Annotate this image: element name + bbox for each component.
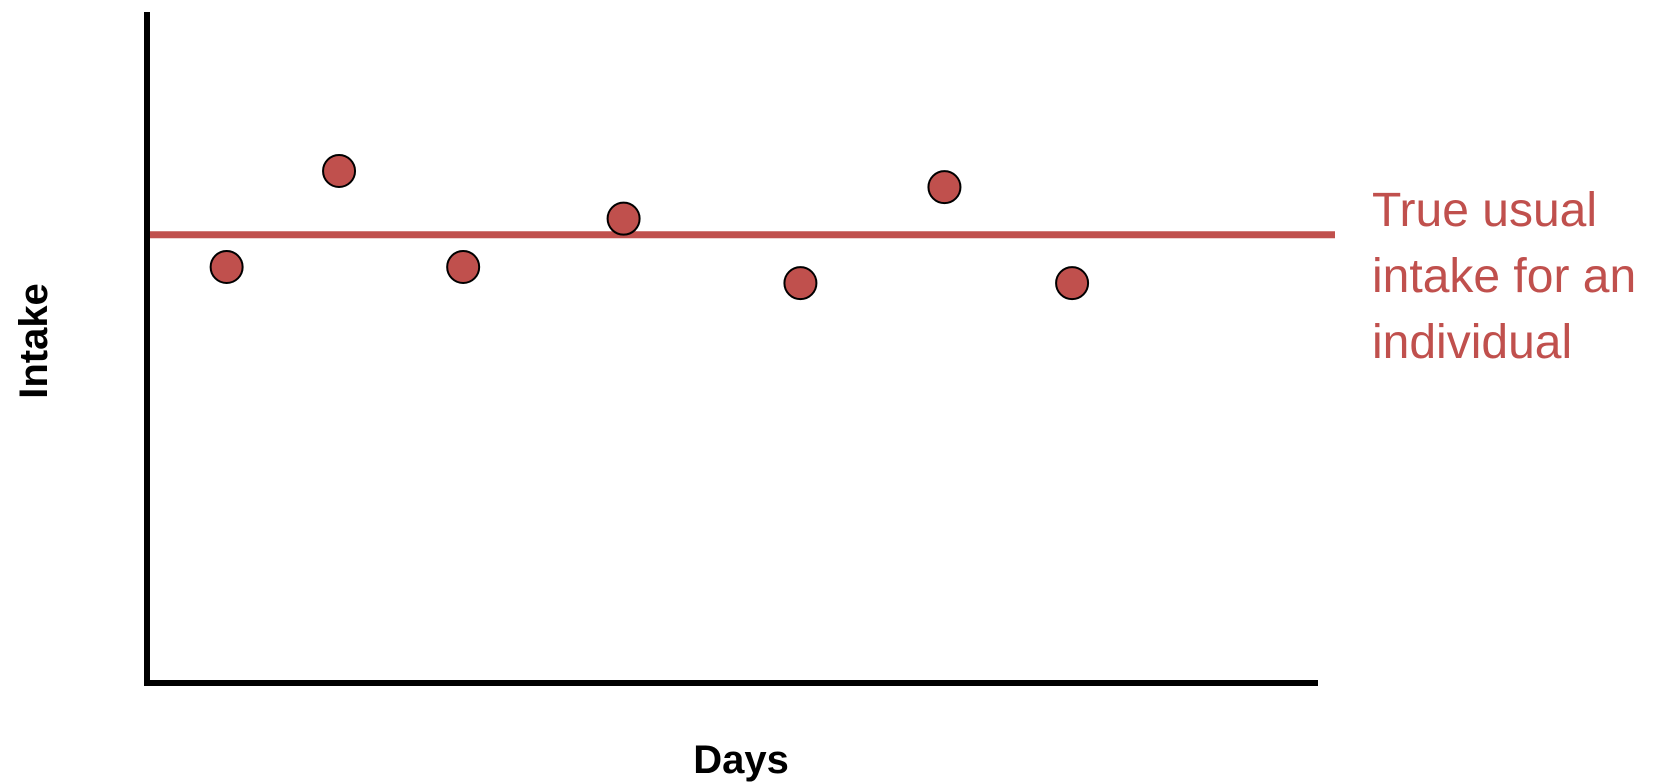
y-axis-title: Intake: [12, 283, 56, 399]
data-point: [1055, 266, 1090, 301]
data-point: [322, 154, 357, 189]
data-point: [927, 170, 962, 205]
data-point: [446, 249, 481, 284]
reference-line-label-line-1: True usual: [1372, 184, 1597, 237]
data-point: [209, 249, 244, 284]
reference-line-label-line-3: individual: [1372, 316, 1572, 369]
data-point: [783, 266, 818, 301]
data-points: [209, 154, 1090, 301]
reference-line-label-line-2: intake for an: [1372, 250, 1636, 303]
data-point: [606, 201, 641, 236]
reference-line-label: True usual intake for an individual: [1372, 184, 1650, 369]
x-axis-title: Days: [693, 738, 789, 782]
